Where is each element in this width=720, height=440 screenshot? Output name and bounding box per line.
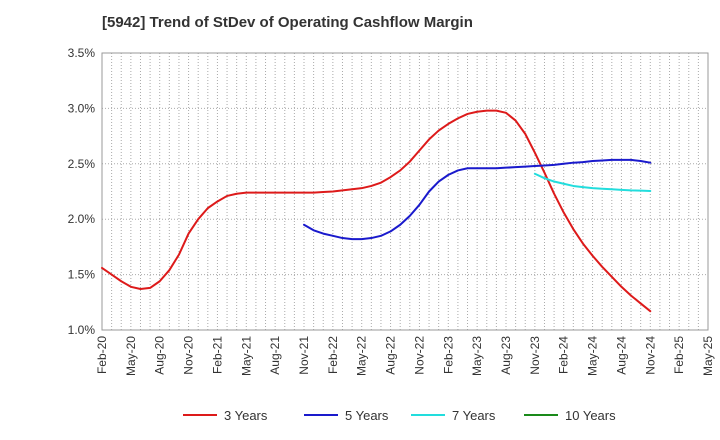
x-axis: Feb-20 May-20 Aug-20 Nov-20 Feb-21 May-21 Aug-… [95, 336, 715, 376]
x-tick-label: Feb-24 [557, 336, 571, 374]
series-line-5-years [303, 158, 652, 241]
x-tick-label: May-23 [470, 336, 484, 376]
x-tick-label: Aug-23 [499, 336, 513, 375]
legend-label: 10 Years [565, 408, 616, 423]
x-tick-label: Feb-25 [672, 336, 686, 374]
x-tick-label: May-20 [124, 336, 138, 376]
x-tick-label: Aug-22 [384, 336, 398, 375]
x-tick-label: Feb-23 [441, 336, 455, 374]
x-tick-label: Nov-22 [412, 336, 426, 375]
x-tick-label: Feb-22 [326, 336, 340, 374]
y-tick-label: 1.5% [68, 268, 96, 282]
x-tick-label: Nov-24 [643, 336, 657, 375]
y-tick-label: 2.5% [68, 157, 96, 171]
grid [102, 53, 708, 330]
legend: 3 Years 5 Years 7 Years 10 Years [183, 408, 616, 423]
x-tick-label: Feb-20 [95, 336, 109, 374]
y-tick-label: 2.0% [68, 212, 96, 226]
chart-title: [5942] Trend of StDev of Operating Cashf… [102, 14, 473, 31]
x-tick-label: Nov-20 [182, 336, 196, 375]
y-axis: 1.0% 1.5% 2.0% 2.5% 3.0% 3.5% [68, 46, 96, 337]
x-tick-label: Feb-21 [210, 336, 224, 374]
legend-label: 5 Years [345, 408, 389, 423]
x-tick-label: Aug-21 [268, 336, 282, 375]
plot-area [101, 52, 709, 331]
x-tick-label: May-24 [586, 336, 600, 376]
x-tick-label: Aug-24 [614, 336, 628, 375]
y-tick-label: 1.0% [68, 323, 96, 337]
series-line-7-years [533, 172, 652, 192]
x-tick-label: Nov-23 [528, 336, 542, 375]
x-tick-label: May-22 [355, 336, 369, 376]
y-tick-label: 3.5% [68, 46, 96, 60]
legend-label: 3 Years [224, 408, 268, 423]
legend-label: 7 Years [452, 408, 496, 423]
series-lines [101, 109, 652, 313]
x-tick-label: May-21 [239, 336, 253, 376]
x-tick-label: Aug-20 [153, 336, 167, 375]
series-line-3-years [101, 109, 652, 313]
x-tick-label: Nov-21 [297, 336, 311, 375]
x-tick-label: May-25 [701, 336, 715, 376]
y-tick-label: 3.0% [68, 101, 96, 115]
